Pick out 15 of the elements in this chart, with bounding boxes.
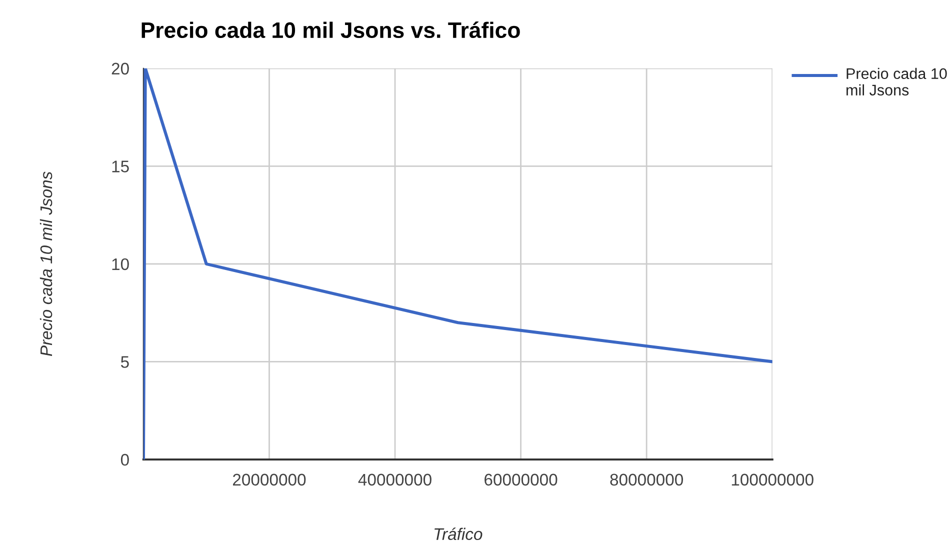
y-tick-label: 10: [112, 258, 129, 270]
x-tick-label: 20000000: [232, 474, 306, 486]
y-tick-label: 5: [120, 356, 129, 368]
line-series: [143, 68, 772, 460]
y-axis-title: Precio cada 10 mil Jsons: [40, 172, 52, 356]
y-tick-label: 0: [120, 454, 129, 466]
y-tick-label: 20: [112, 62, 129, 75]
legend-label: Precio cada 10 mil Jsons: [846, 68, 947, 96]
x-tick-label: 80000000: [610, 474, 683, 486]
x-tick-label: 60000000: [484, 474, 558, 486]
x-tick-label: 100000000: [732, 474, 814, 486]
chart-title: Precio cada 10 mil Jsons vs. Tráfico: [142, 22, 520, 38]
x-axis-title: Tráfico: [434, 528, 482, 540]
y-tick-label: 15: [112, 160, 129, 172]
x-tick-label: 40000000: [358, 474, 432, 486]
